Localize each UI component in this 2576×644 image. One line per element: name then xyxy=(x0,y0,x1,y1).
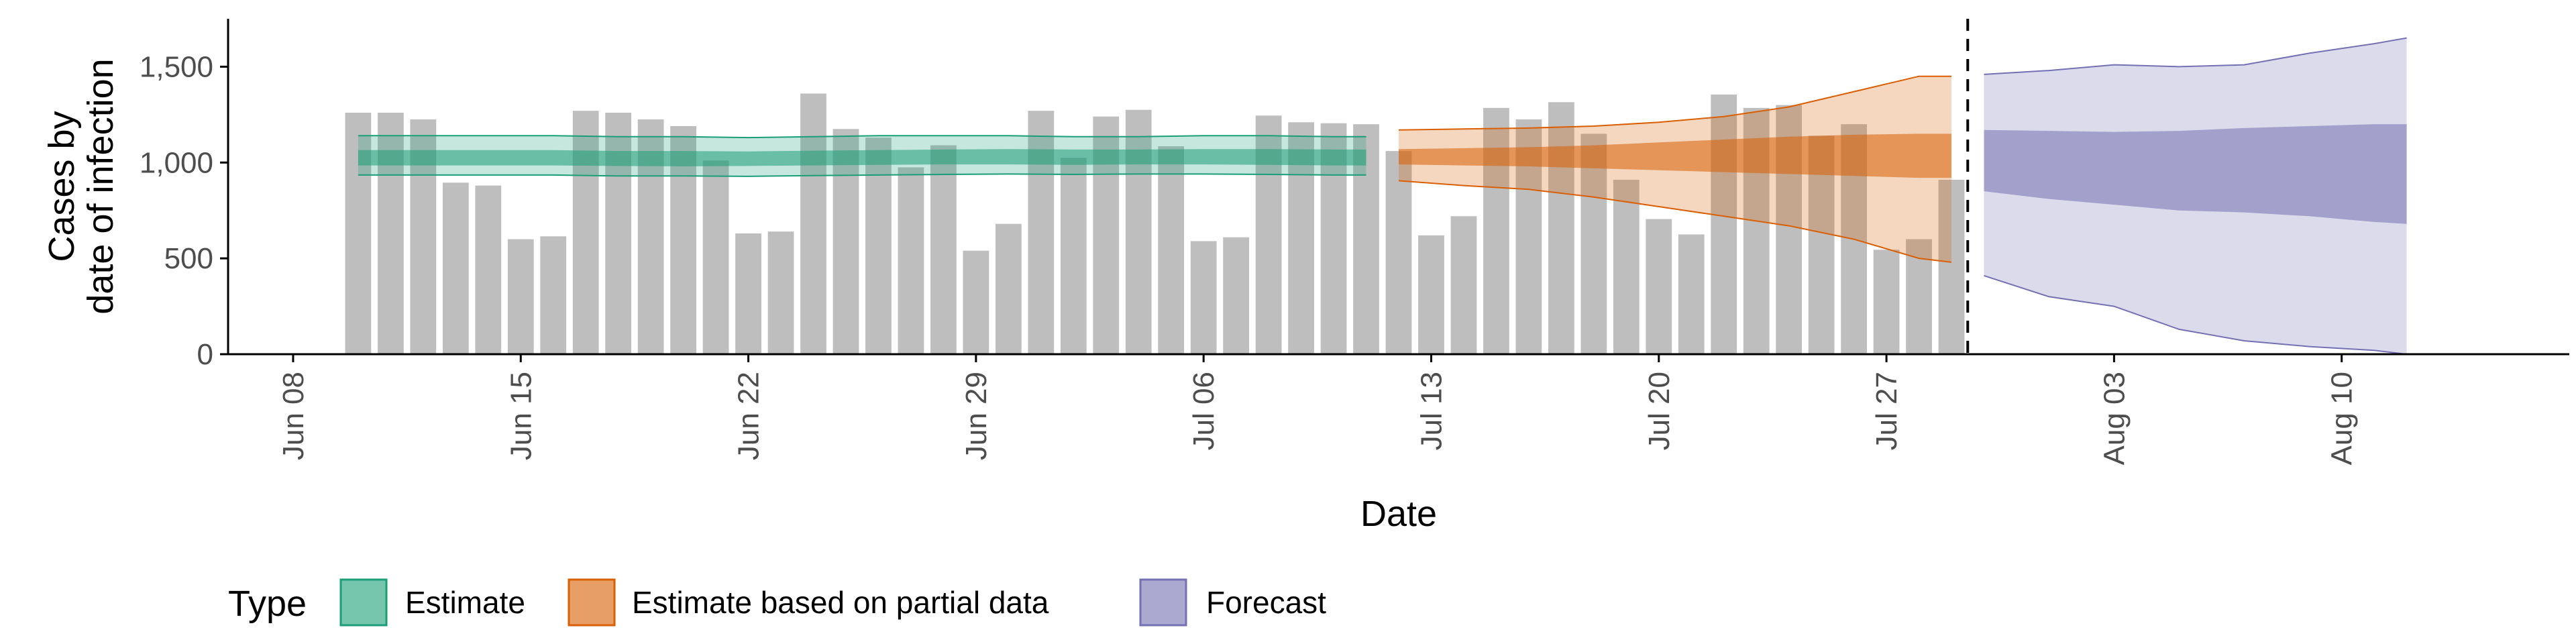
legend-title: Type xyxy=(228,584,307,624)
x-tick-label-2020-07-13: Jul 13 xyxy=(1415,372,1448,450)
x-tick-label-2020-06-29: Jun 29 xyxy=(960,372,993,460)
bar-2020-06-26 xyxy=(865,138,892,354)
y-axis-title: Cases bydate of infection xyxy=(42,58,121,314)
bar-2020-07-14 xyxy=(1450,216,1477,354)
bar-2020-07-21 xyxy=(1678,234,1705,354)
bar-2020-07-27 xyxy=(1873,250,1900,354)
legend-key-2 xyxy=(1139,578,1187,627)
series-1 xyxy=(1398,75,1952,263)
legend: Type Estimate Estimate based on partial d… xyxy=(228,578,1326,627)
y-tick-label-1000: 1,000 xyxy=(140,146,213,179)
x-axis-title: Date xyxy=(1360,494,1437,534)
series-2-lower-edge xyxy=(1984,274,2407,355)
x-tick-label-2020-06-22: Jun 22 xyxy=(733,372,765,460)
bar-2020-06-16 xyxy=(540,236,567,354)
bar-2020-07-20 xyxy=(1646,219,1672,354)
bar-2020-07-02 xyxy=(1060,158,1087,354)
x-tick-label-2020-07-06: Jul 06 xyxy=(1187,372,1220,450)
bar-2020-07-05 xyxy=(1158,146,1185,354)
bar-2020-06-24 xyxy=(800,93,826,354)
x-tick-label-2020-06-08: Jun 08 xyxy=(277,372,310,460)
y-axis-title-line-0: Cases by xyxy=(42,111,82,262)
bar-2020-07-07 xyxy=(1223,237,1250,354)
legend-label-1: Estimate based on partial data xyxy=(632,585,1049,620)
series-1-upper-edge xyxy=(1398,75,1951,131)
series-1-lower-edge xyxy=(1398,180,1952,263)
bar-2020-07-06 xyxy=(1190,241,1217,354)
bar-2020-06-27 xyxy=(898,167,924,354)
bars-layer xyxy=(345,93,1965,355)
x-tick-label-2020-08-03: Aug 03 xyxy=(2098,372,2131,465)
x-tick-label-2020-08-10: Aug 10 xyxy=(2326,372,2359,465)
x-ticks: Jun 08 Jun 15 Jun 22 Jun 29 Jul 06 Jul 13 Jul … xyxy=(277,354,2359,465)
bar-2020-06-28 xyxy=(930,145,957,355)
y-axis-title-line-1: date of infection xyxy=(80,58,121,314)
y-tick-label-500: 500 xyxy=(164,242,213,275)
bar-2020-06-15 xyxy=(507,239,534,354)
y-ticks: 0 500 1,000 1,500 xyxy=(140,50,228,371)
x-tick-label-2020-07-20: Jul 20 xyxy=(1643,372,1676,450)
series-0 xyxy=(358,135,1366,177)
legend-label-0: Estimate xyxy=(405,585,525,620)
x-tick-label-2020-07-27: Jul 27 xyxy=(1870,372,1903,450)
bar-2020-06-29 xyxy=(963,250,989,354)
bar-2020-06-14 xyxy=(475,185,502,354)
bar-2020-06-13 xyxy=(442,182,469,354)
series-1-inner-band xyxy=(1399,133,1951,178)
bar-2020-07-18 xyxy=(1580,133,1607,354)
x-tick-label-2020-06-15: Jun 15 xyxy=(504,372,537,460)
series-0-upper-edge xyxy=(358,135,1366,139)
bar-2020-07-29 xyxy=(1938,180,1965,354)
bar-2020-06-30 xyxy=(995,223,1022,354)
bar-2020-07-19 xyxy=(1613,180,1640,354)
series-0-lower-edge xyxy=(358,173,1366,177)
bar-2020-07-12 xyxy=(1385,151,1412,354)
y-tick-label-0: 0 xyxy=(197,338,213,371)
series-2-upper-edge xyxy=(1984,37,2407,75)
bar-2020-07-13 xyxy=(1418,235,1444,354)
bar-2020-07-22 xyxy=(1711,94,1737,354)
bands-layer xyxy=(358,37,2407,355)
bar-2020-06-23 xyxy=(767,231,794,354)
y-tick-label-1500: 1,500 xyxy=(140,50,213,83)
series-2-inner-band xyxy=(1984,124,2407,224)
legend-label-2: Forecast xyxy=(1206,585,1326,620)
bar-2020-07-17 xyxy=(1548,102,1574,355)
legend-key-0 xyxy=(339,578,388,627)
bar-2020-06-22 xyxy=(735,233,761,354)
legend-key-1 xyxy=(568,578,616,627)
bar-2020-06-25 xyxy=(833,129,859,355)
bar-2020-06-21 xyxy=(702,160,729,354)
series-2 xyxy=(1984,37,2407,355)
series-0-inner-band xyxy=(358,149,1366,166)
